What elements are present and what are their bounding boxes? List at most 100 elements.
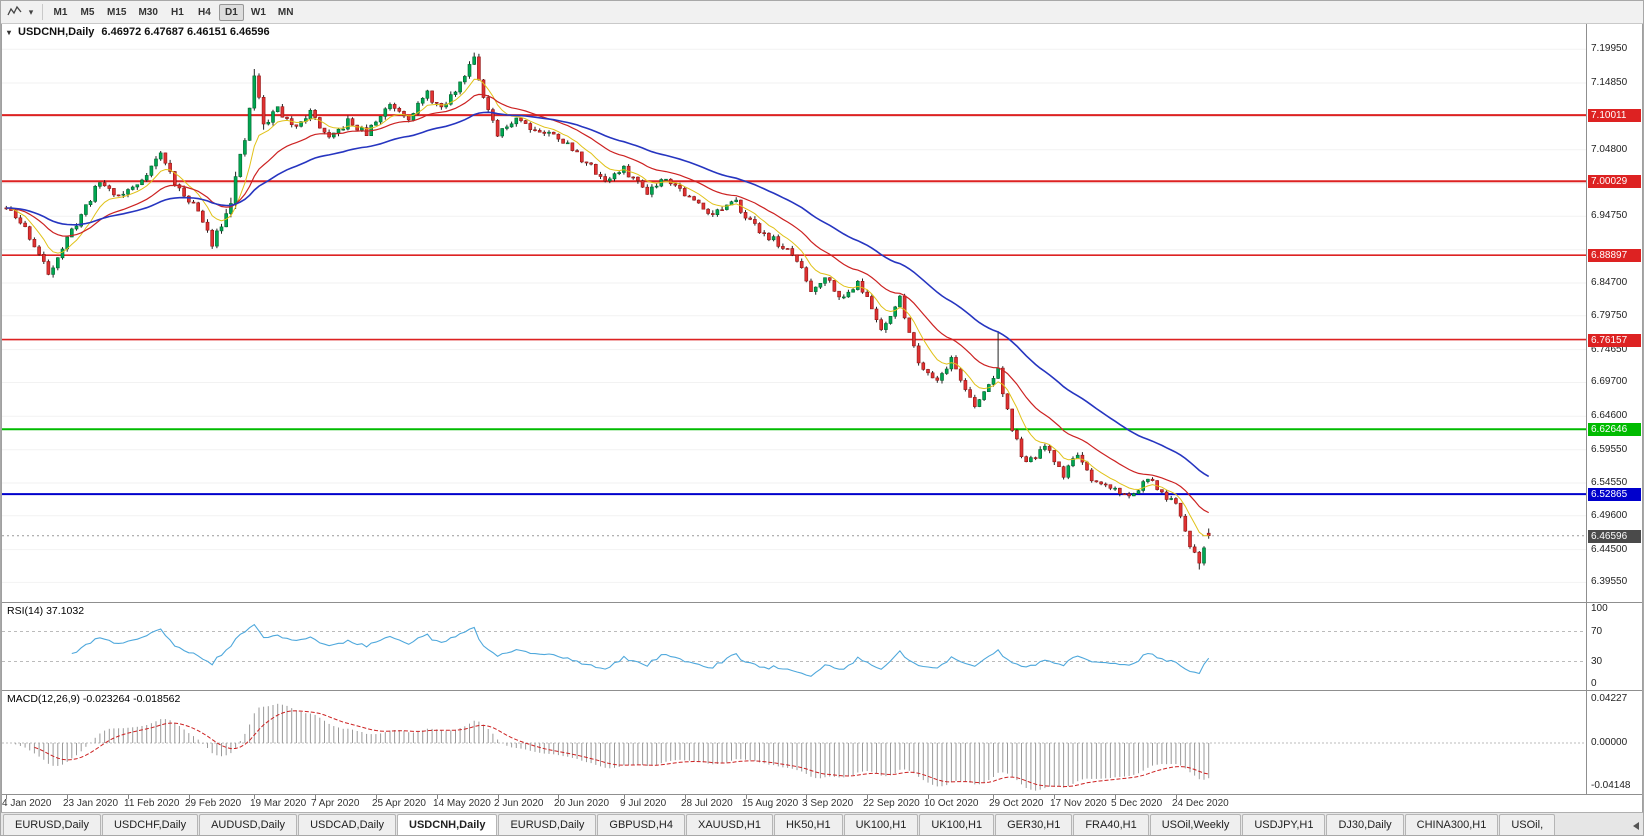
time-axis-tick [1115,795,1116,799]
chart-tab-eurusd-daily[interactable]: EURUSD,Daily [3,814,101,835]
time-axis-tick [746,795,747,799]
time-axis-label: 11 Feb 2020 [124,798,180,809]
moving-average-line-ma-mid [6,93,1209,514]
price-chart-canvas [2,48,1586,583]
chart-tab-uk100-h1[interactable]: UK100,H1 [843,814,919,835]
chart-type-dropdown-icon[interactable]: ▾ [28,6,34,17]
time-axis-tick [189,795,190,799]
price-tick-label: 6.74650 [1591,343,1628,355]
chart-tab-usdcnh-daily[interactable]: USDCNH,Daily [397,814,498,835]
rsi-axis[interactable]: 100 70 30 0 [1586,603,1642,690]
price-tick-label: 6.84700 [1591,276,1628,288]
chart-tab-usoil-weekly[interactable]: USOil,Weekly [1149,814,1242,835]
price-axis[interactable]: 7.19950 7.14850 7.04800 6.94750 6.84700 6.797… [1586,24,1642,602]
timeframe-button-m30[interactable]: M30 [138,6,158,18]
macd-axis-label: 0.04227 [1591,693,1628,705]
timeframe-button-h4[interactable]: H4 [198,6,211,18]
level-price-label: 6.62646 [1588,423,1641,437]
chart-tab-china300-h1[interactable]: CHINA300,H1 [1404,814,1499,835]
time-axis-tick [67,795,68,799]
chart-type-icon[interactable] [5,4,25,20]
time-axis-label: 20 Jun 2020 [554,798,610,809]
time-axis-label: 14 May 2020 [433,798,491,809]
macd-panel: MACD(12,26,9) -0.023264 -0.018562 0.0422… [2,690,1642,794]
timeframe-button-m15[interactable]: M15 [107,6,127,18]
chart-tab-hk50-h1[interactable]: HK50,H1 [773,814,843,835]
time-axis-label: 29 Oct 2020 [989,798,1044,809]
price-tick-label: 6.94750 [1591,210,1628,222]
chart-tab-xauusd-h1[interactable]: XAUUSD,H1 [685,814,773,835]
price-tick-label: 6.64600 [1591,410,1628,422]
toolbar: ▾ M1 M5 M15 M30 H1 H4 D1 W1 MN [1,1,1643,24]
chart-title: ▾ USDCNH,Daily 6.46972 6.47687 6.46151 6… [7,26,270,38]
price-chart-plot[interactable]: ▾ USDCNH,Daily 6.46972 6.47687 6.46151 6… [2,24,1586,602]
level-price-label: 6.52865 [1588,488,1641,502]
time-axis-label: 4 Jan 2020 [2,798,52,809]
time-axis-tick [128,795,129,799]
time-axis-tick [6,795,7,799]
time-axis-tick [624,795,625,799]
price-tick-label: 6.54550 [1591,476,1628,488]
macd-axis-label: -0.04148 [1591,779,1631,791]
timeframe-button-h1[interactable]: H1 [171,6,184,18]
collapse-icon[interactable]: ▾ [7,27,12,37]
price-tick-label: 6.59550 [1591,443,1628,455]
candles-layer [4,52,1211,570]
level-price-label: 6.76157 [1588,333,1641,347]
timeframe-button-m5[interactable]: M5 [80,6,95,18]
chart-tab-audusd-daily[interactable]: AUDUSD,Daily [199,814,298,835]
time-axis-tick [558,795,559,799]
time-axis-tick [437,795,438,799]
time-axis-label: 29 Feb 2020 [185,798,242,809]
time-axis-label: 7 Apr 2020 [311,798,360,809]
time-axis-label: 9 Jul 2020 [620,798,667,809]
chart-tabs-bar: EURUSD,Daily USDCHF,Daily AUDUSD,Daily USDC… [1,812,1643,835]
rsi-axis-label: 0 [1591,678,1597,689]
chart-tab-usoil[interactable]: USOil, [1499,814,1556,835]
current-price-label: 6.46596 [1588,529,1641,543]
macd-histogram [15,703,1210,791]
tab-scroll-left-icon[interactable] [1633,822,1639,830]
chart-tab-gbpusd-h4[interactable]: GBPUSD,H4 [597,814,685,835]
time-axis-label: 23 Jan 2020 [63,798,119,809]
macd-signal-line [34,710,1209,788]
macd-canvas [2,703,1586,791]
time-axis-label: 10 Oct 2020 [924,798,979,809]
rsi-axis-label: 100 [1591,603,1608,614]
timeframe-buttons: M1 M5 M15 M30 H1 H4 D1 W1 MN [48,3,298,21]
time-axis-tick [685,795,686,799]
price-tick-label: 6.49600 [1591,509,1628,521]
timeframe-button-m1[interactable]: M1 [53,6,68,18]
macd-axis-label: 0.00000 [1591,736,1628,748]
timeframe-button-d1[interactable]: D1 [218,3,244,21]
timeframe-button-mn[interactable]: MN [277,6,294,18]
rsi-plot[interactable]: RSI(14) 37.1032 [2,603,1586,690]
chart-tab-eurusd-daily[interactable]: EURUSD,Daily [498,814,597,835]
time-axis-tick [315,795,316,799]
chart-tab-usdjpy-h1[interactable]: USDJPY,H1 [1242,814,1326,835]
time-axis-label: 2 Jun 2020 [494,798,544,809]
time-axis-tick [1054,795,1055,799]
rsi-axis-label: 30 [1591,655,1603,667]
time-axis-tick [254,795,255,799]
time-axis-label: 24 Dec 2020 [1172,798,1229,809]
chart-tab-fra40-h1[interactable]: FRA40,H1 [1073,814,1149,835]
chart-tab-usdchf-daily[interactable]: USDCHF,Daily [101,814,199,835]
chart-tab-usdcad-daily[interactable]: USDCAD,Daily [298,814,397,835]
time-axis-label: 22 Sep 2020 [863,798,920,809]
time-axis-tick [928,795,929,799]
time-axis-tick [1176,795,1177,799]
time-axis[interactable]: 4 Jan 2020 23 Jan 2020 11 Feb 2020 29 Feb 2… [2,794,1642,812]
level-price-label: 7.00029 [1588,175,1641,189]
macd-axis[interactable]: 0.04227 0.00000 -0.04148 [1586,691,1642,794]
moving-average-line-ma-slow [6,111,1210,478]
rsi-canvas [2,623,1586,677]
chart-tab-ger30-h1[interactable]: GER30,H1 [995,814,1073,835]
chart-tab-uk100-h1[interactable]: UK100,H1 [919,814,995,835]
timeframe-button-w1[interactable]: W1 [250,6,266,18]
chart-tab-dj30-daily[interactable]: DJ30,Daily [1326,814,1404,835]
price-tick-label: 7.19950 [1591,43,1628,55]
time-axis-label: 19 Mar 2020 [250,798,307,809]
macd-plot[interactable]: MACD(12,26,9) -0.023264 -0.018562 [2,691,1586,794]
